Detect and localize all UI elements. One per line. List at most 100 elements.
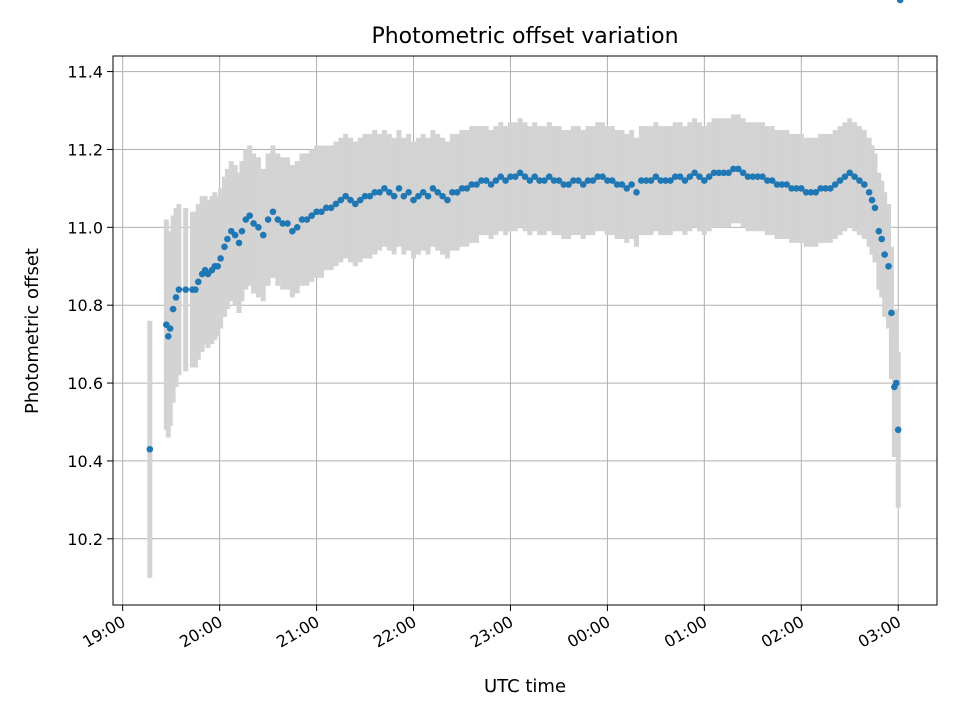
data-point <box>638 177 645 184</box>
data-point <box>888 309 895 317</box>
y-tick-label: 11.4 <box>67 63 103 82</box>
data-point <box>555 177 563 184</box>
data-point <box>356 196 364 204</box>
data-point <box>322 204 330 212</box>
data-point <box>217 255 224 262</box>
data-point <box>274 216 282 223</box>
data-point <box>642 177 650 184</box>
data-point <box>807 188 815 196</box>
y-tick-label: 11.0 <box>67 218 103 237</box>
data-point <box>896 0 904 4</box>
data-point <box>531 173 538 181</box>
x-axis-label: UTC time <box>484 676 566 697</box>
data-point <box>652 173 660 181</box>
data-point <box>279 220 286 227</box>
data-point <box>793 185 800 192</box>
data-point <box>468 181 475 188</box>
data-point <box>725 169 732 177</box>
data-point <box>376 188 383 196</box>
data-point <box>657 177 665 184</box>
data-point <box>836 177 844 184</box>
data-point <box>235 239 243 247</box>
data-point <box>463 185 471 192</box>
data-point <box>894 426 902 434</box>
data-point <box>705 173 713 181</box>
data-point <box>754 173 761 181</box>
data-point <box>347 196 354 204</box>
data-point <box>599 173 606 181</box>
data-point <box>604 177 611 184</box>
data-point <box>720 169 728 177</box>
data-point <box>214 262 221 270</box>
data-point <box>764 177 771 184</box>
data-point <box>856 177 863 184</box>
data-point <box>166 325 174 332</box>
data-point <box>802 188 810 196</box>
data-point <box>623 185 631 192</box>
data-point <box>696 173 703 181</box>
data-point <box>575 177 582 184</box>
data-point <box>715 169 723 177</box>
data-point <box>628 181 635 188</box>
data-point <box>289 227 296 235</box>
data-point <box>284 220 291 227</box>
data-point <box>783 181 791 188</box>
data-point <box>778 181 786 188</box>
data-point <box>860 181 868 188</box>
data-point <box>231 231 239 239</box>
data-point <box>512 173 519 181</box>
data-point <box>797 185 805 192</box>
y-tick-label: 10.6 <box>67 374 103 393</box>
data-point <box>238 227 246 235</box>
data-point <box>749 173 757 181</box>
data-point <box>352 200 359 208</box>
data-point <box>521 173 529 181</box>
data-point <box>482 177 490 184</box>
data-point <box>565 181 572 188</box>
data-point <box>221 243 228 251</box>
plot-frame <box>112 55 938 606</box>
data-point <box>550 177 558 184</box>
data-point <box>570 177 577 184</box>
data-point <box>633 188 640 196</box>
data-point <box>415 192 422 200</box>
data-point <box>318 208 325 216</box>
data-point <box>259 231 267 239</box>
data-point <box>434 188 442 196</box>
data-point <box>647 177 655 184</box>
data-point <box>487 181 495 188</box>
data-point <box>671 173 679 181</box>
data-point <box>613 181 621 188</box>
data-point <box>195 278 202 286</box>
data-point <box>385 188 393 196</box>
data-point <box>701 177 708 184</box>
data-point <box>410 196 417 204</box>
data-point <box>444 196 451 204</box>
data-point <box>541 177 548 184</box>
data-point <box>224 235 231 243</box>
data-point <box>405 188 412 196</box>
data-point <box>536 177 543 184</box>
data-point <box>453 188 461 196</box>
data-point <box>458 185 466 192</box>
data-point <box>594 173 602 181</box>
data-point <box>831 181 839 188</box>
data-point <box>448 188 456 196</box>
data-point <box>875 227 883 235</box>
data-point <box>313 208 320 216</box>
data-point <box>739 169 747 177</box>
data-point <box>293 224 301 231</box>
data-point <box>400 192 408 200</box>
data-point <box>390 192 398 200</box>
data-point <box>146 445 154 453</box>
data-point <box>332 200 340 208</box>
data-point <box>381 185 388 192</box>
data-point <box>589 177 597 184</box>
data-point <box>429 185 437 192</box>
data-point <box>308 212 316 219</box>
data-point <box>255 224 262 231</box>
data-point <box>169 305 177 313</box>
data-point <box>584 177 592 184</box>
data-point <box>526 177 534 184</box>
data-point <box>473 181 480 188</box>
